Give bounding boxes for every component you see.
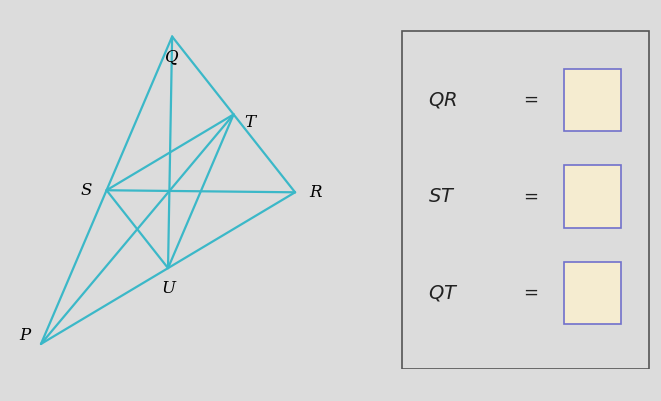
Text: T: T — [245, 114, 256, 131]
Text: R: R — [309, 184, 322, 201]
Text: P: P — [19, 327, 30, 344]
FancyBboxPatch shape — [564, 166, 621, 227]
Text: U: U — [161, 280, 175, 297]
Text: Q: Q — [165, 49, 179, 65]
Text: $\mathit{QR}$: $\mathit{QR}$ — [428, 90, 457, 110]
FancyBboxPatch shape — [564, 262, 621, 324]
Text: $\mathit{QT}$: $\mathit{QT}$ — [428, 283, 458, 303]
FancyBboxPatch shape — [564, 69, 621, 131]
Text: =: = — [523, 91, 538, 109]
Text: S: S — [81, 182, 92, 199]
Text: =: = — [523, 284, 538, 302]
Text: $\mathit{ST}$: $\mathit{ST}$ — [428, 187, 455, 206]
Text: =: = — [523, 188, 538, 205]
